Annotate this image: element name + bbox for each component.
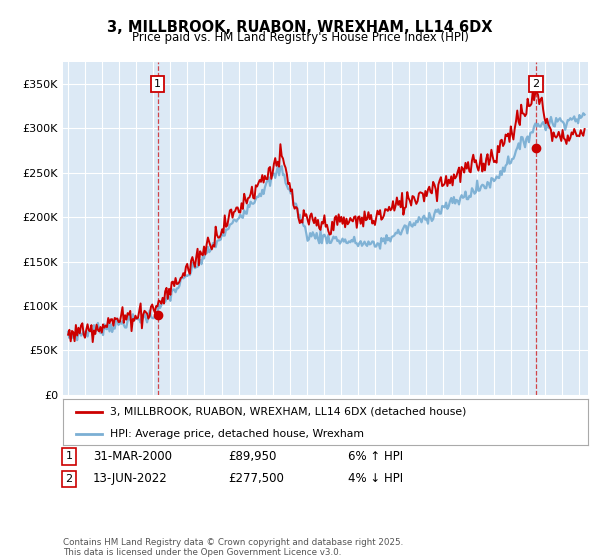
Text: 2: 2 (532, 79, 539, 89)
Text: 3, MILLBROOK, RUABON, WREXHAM, LL14 6DX: 3, MILLBROOK, RUABON, WREXHAM, LL14 6DX (107, 20, 493, 35)
Text: 13-JUN-2022: 13-JUN-2022 (93, 472, 168, 486)
Text: 1: 1 (154, 79, 161, 89)
Text: 2: 2 (65, 474, 73, 484)
Text: £277,500: £277,500 (228, 472, 284, 486)
Text: 31-MAR-2000: 31-MAR-2000 (93, 450, 172, 463)
Text: 1: 1 (65, 451, 73, 461)
Text: 3, MILLBROOK, RUABON, WREXHAM, LL14 6DX (detached house): 3, MILLBROOK, RUABON, WREXHAM, LL14 6DX … (110, 407, 467, 417)
Text: 4% ↓ HPI: 4% ↓ HPI (348, 472, 403, 486)
Text: £89,950: £89,950 (228, 450, 277, 463)
Text: HPI: Average price, detached house, Wrexham: HPI: Average price, detached house, Wrex… (110, 428, 364, 438)
Text: Contains HM Land Registry data © Crown copyright and database right 2025.
This d: Contains HM Land Registry data © Crown c… (63, 538, 403, 557)
Text: Price paid vs. HM Land Registry's House Price Index (HPI): Price paid vs. HM Land Registry's House … (131, 31, 469, 44)
Text: 6% ↑ HPI: 6% ↑ HPI (348, 450, 403, 463)
